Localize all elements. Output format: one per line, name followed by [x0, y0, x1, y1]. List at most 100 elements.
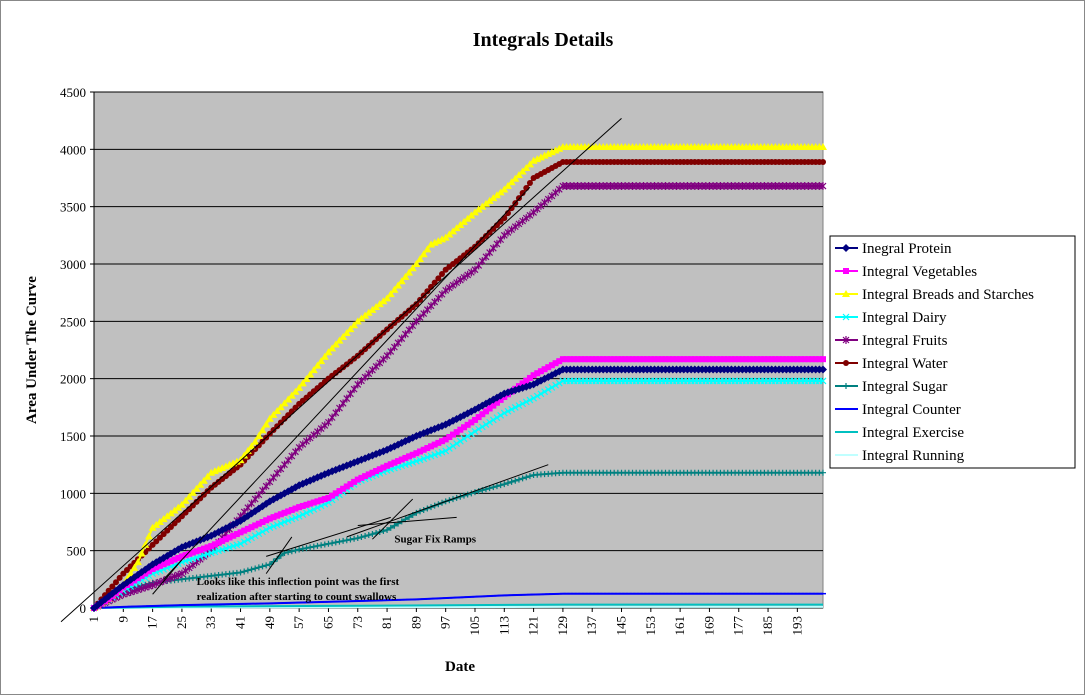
data-point	[380, 464, 387, 471]
data-point	[375, 300, 384, 308]
data-point	[263, 517, 270, 524]
y-tick-label: 2500	[60, 314, 86, 329]
data-point	[133, 558, 142, 566]
data-point	[262, 526, 270, 534]
data-point	[310, 543, 317, 550]
plot-area: 0 500 1000 1500 2000 2500 3000 3500 4000 4500 1 9 17…	[60, 85, 827, 636]
data-point	[544, 386, 552, 393]
legend-label: Integral Counter	[862, 402, 961, 418]
data-point	[563, 356, 570, 363]
data-point	[548, 362, 555, 369]
x-tick-label: 153	[643, 616, 658, 636]
data-point	[779, 356, 786, 363]
data-point	[358, 534, 365, 541]
data-point	[185, 492, 194, 500]
data-point	[353, 317, 362, 325]
data-point	[199, 476, 208, 484]
data-point	[295, 383, 304, 391]
data-point	[406, 514, 413, 521]
legend-marker	[842, 290, 850, 297]
data-point	[329, 492, 336, 499]
data-point	[464, 432, 472, 440]
x-tick-label: 41	[233, 616, 248, 629]
data-point	[721, 356, 728, 363]
annotation: Sugar Fix Ramps	[394, 534, 476, 546]
data-point	[296, 504, 303, 511]
data-point	[251, 507, 260, 516]
data-point	[310, 505, 318, 513]
data-point	[618, 356, 625, 363]
data-point	[450, 431, 457, 438]
data-point	[244, 567, 251, 574]
data-point	[581, 356, 588, 363]
series-inegral-protein	[90, 365, 827, 612]
data-point	[592, 356, 599, 363]
data-point	[706, 356, 713, 363]
legend-item: Inegral Protein	[835, 241, 952, 257]
legend-label: Integral Breads and Starches	[862, 287, 1034, 303]
data-point	[651, 356, 658, 363]
data-point	[482, 408, 489, 415]
data-point	[423, 453, 431, 461]
data-point	[354, 476, 361, 483]
data-point	[347, 536, 354, 543]
data-point	[159, 515, 168, 523]
data-point	[611, 356, 618, 363]
legend-marker	[842, 336, 850, 344]
data-point	[328, 344, 337, 352]
data-point	[446, 434, 453, 441]
x-tick-label: 161	[672, 616, 687, 636]
data-point	[471, 416, 478, 423]
data-point	[215, 539, 222, 546]
data-point	[526, 396, 534, 404]
data-point	[523, 474, 530, 481]
data-point	[142, 570, 149, 577]
data-point	[343, 483, 350, 490]
data-point	[669, 356, 676, 363]
trendline	[152, 559, 183, 595]
legend-label: Inegral Protein	[862, 241, 952, 257]
data-point	[424, 288, 431, 295]
data-point	[798, 356, 805, 363]
data-point	[523, 185, 530, 192]
data-point	[281, 509, 288, 516]
data-point	[486, 229, 493, 236]
data-point	[474, 205, 483, 213]
data-point	[248, 566, 255, 573]
series-integral-fruits	[90, 182, 827, 612]
data-point	[596, 356, 603, 363]
data-point	[292, 404, 299, 411]
x-tick-label: 25	[174, 616, 189, 629]
series-integral-dairy	[90, 377, 827, 612]
data-point	[600, 356, 607, 363]
data-point	[197, 495, 204, 502]
data-point	[170, 506, 179, 514]
data-point	[475, 425, 483, 433]
data-point	[160, 531, 167, 538]
data-point	[317, 357, 326, 365]
data-point	[174, 503, 183, 511]
y-tick-label: 4500	[60, 85, 86, 100]
legend: Inegral Protein Integral Vegetables Integr…	[829, 235, 1076, 469]
data-point	[468, 419, 475, 426]
data-point	[291, 387, 300, 395]
data-point	[545, 364, 552, 371]
data-point	[504, 407, 512, 415]
y-tick-label: 500	[67, 544, 87, 559]
data-point	[276, 403, 285, 411]
data-point	[518, 167, 527, 175]
data-point	[757, 356, 764, 363]
data-point	[237, 569, 244, 576]
data-point	[299, 511, 307, 518]
data-point	[325, 418, 332, 427]
data-point	[457, 426, 464, 433]
data-point	[794, 356, 801, 363]
data-point	[254, 432, 263, 439]
data-point	[819, 182, 827, 191]
data-point	[318, 542, 325, 549]
x-tick-label: 9	[115, 616, 130, 623]
x-axis-title: Date	[445, 659, 475, 675]
data-point	[743, 356, 750, 363]
series-integral-exercise	[93, 603, 823, 609]
data-point	[541, 388, 549, 396]
